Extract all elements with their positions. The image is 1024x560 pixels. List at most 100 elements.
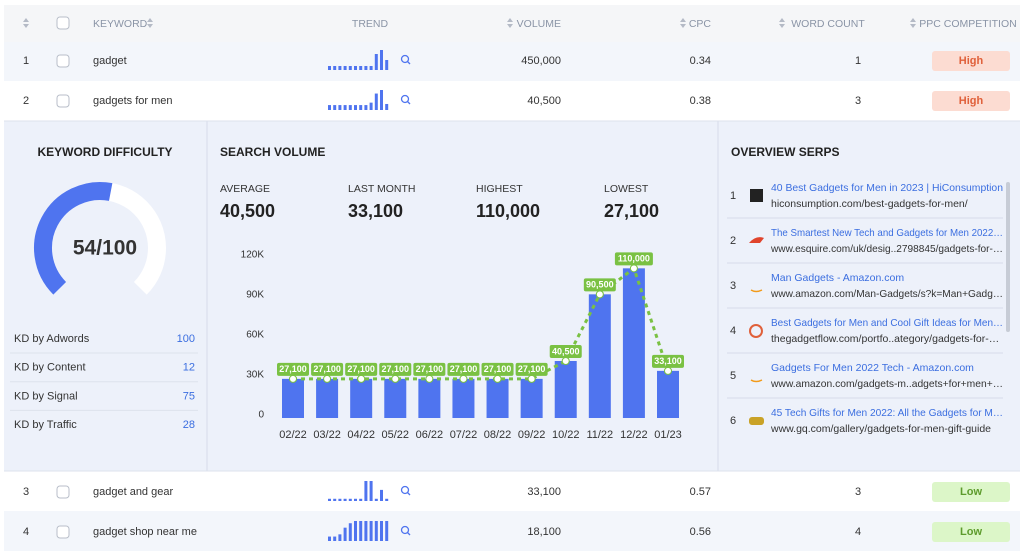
point — [664, 366, 672, 375]
trend-bar — [348, 498, 352, 501]
row-checkbox[interactable] — [56, 485, 70, 499]
site-icon — [749, 417, 764, 425]
x-tick-label: 07/22 — [450, 429, 478, 441]
serp-title[interactable]: 40 Best Gadgets for Men in 2023 | HiCons… — [771, 182, 1003, 194]
stat-value: 40,500 — [220, 201, 275, 221]
row-checkbox[interactable] — [56, 94, 70, 108]
trend-bar — [354, 105, 357, 110]
sort-icon[interactable] — [680, 18, 686, 28]
panel-title: SEARCH VOLUME — [220, 145, 325, 159]
serp-title[interactable]: The Smartest New Tech and Gadgets for Me… — [771, 227, 1003, 239]
trend-bar — [338, 498, 342, 501]
sort-icon[interactable] — [23, 18, 29, 28]
word-count: 3 — [855, 95, 861, 107]
search-icon[interactable] — [407, 532, 411, 536]
bar — [384, 378, 407, 418]
x-tick-label: 05/22 — [382, 429, 410, 441]
bar — [486, 378, 509, 418]
keyword: gadget shop near me — [93, 526, 197, 538]
row-checkbox[interactable] — [56, 525, 70, 539]
trend-bar — [374, 93, 378, 110]
kd-value: 100 — [177, 333, 195, 345]
serp-rank: 2 — [730, 235, 736, 247]
trend-bar — [328, 536, 331, 541]
trend-bar — [354, 498, 357, 501]
column-header[interactable]: VOLUME — [517, 18, 561, 30]
serp-title[interactable]: Gadgets For Men 2022 Tech - Amazon.com — [771, 362, 974, 374]
serp-rank: 4 — [730, 325, 736, 337]
search-icon[interactable] — [400, 525, 410, 535]
column-header[interactable]: KEYWORD — [93, 18, 148, 30]
sort-icon[interactable] — [910, 18, 916, 28]
value-label: 40,500 — [552, 346, 580, 356]
kd-value: 28 — [183, 419, 195, 431]
value-label: 27,100 — [416, 364, 444, 374]
point — [595, 290, 604, 299]
search-icon[interactable] — [407, 101, 411, 105]
volume: 18,100 — [527, 526, 561, 538]
x-tick-label: 06/22 — [416, 429, 444, 441]
sort-icon[interactable] — [147, 18, 153, 28]
select-all-checkbox[interactable] — [56, 16, 70, 30]
value-label: 27,100 — [518, 364, 546, 374]
stat-value: 33,100 — [348, 201, 403, 221]
value-label-bg — [515, 362, 548, 376]
trend-bar — [380, 90, 383, 110]
trend-bar — [374, 521, 378, 541]
trend-bar — [333, 66, 337, 70]
trend-bar — [364, 105, 368, 110]
column-header[interactable]: PPC COMPETITION — [919, 18, 1016, 30]
site-icon — [750, 289, 763, 293]
value-label-bg — [277, 362, 309, 376]
competition-badge — [932, 482, 1010, 502]
trend-bar — [338, 66, 342, 70]
trend-bar — [354, 521, 357, 541]
value-label-bg — [652, 354, 684, 368]
competition-badge — [932, 522, 1010, 542]
point — [289, 374, 297, 383]
trend-bar — [359, 66, 363, 70]
kd-value: 75 — [183, 390, 195, 402]
value-label: 27,100 — [484, 364, 512, 374]
search-icon[interactable] — [400, 485, 410, 495]
trend-bar — [343, 105, 347, 110]
trend-bar — [359, 105, 363, 110]
stat-value: 110,000 — [476, 201, 540, 221]
header-bg — [4, 5, 1020, 42]
serp-title[interactable]: 45 Tech Gifts for Men 2022: All the Gadg… — [771, 407, 1003, 419]
serp-rank: 5 — [730, 370, 736, 382]
sort-icon[interactable] — [507, 18, 513, 28]
trend-bar — [338, 534, 342, 541]
trend-bar — [380, 521, 383, 541]
trend-bar — [364, 481, 368, 501]
trend-bar — [338, 105, 342, 110]
keyword: gadgets for men — [93, 95, 173, 107]
search-icon[interactable] — [400, 94, 410, 104]
row-checkbox[interactable] — [56, 54, 70, 68]
kd-value: 12 — [183, 362, 195, 374]
search-icon[interactable] — [407, 492, 411, 496]
site-icon — [749, 237, 764, 243]
x-tick-label: 08/22 — [484, 429, 512, 441]
search-icon[interactable] — [400, 54, 410, 64]
sort-icon[interactable] — [779, 18, 785, 28]
bar — [418, 378, 441, 418]
search-icon[interactable] — [407, 61, 411, 65]
serp-title[interactable]: Best Gadgets for Men and Cool Gift Ideas… — [771, 317, 1003, 329]
serp-url: hiconsumption.com/best-gadgets-for-men/ — [771, 198, 968, 210]
stat-label: HIGHEST — [476, 183, 523, 195]
column-header[interactable]: CPC — [689, 18, 712, 30]
trend-bar — [354, 66, 357, 70]
column-header[interactable]: WORD COUNT — [791, 18, 865, 30]
kd-label: KD by Signal — [14, 390, 78, 402]
serp-rank: 6 — [730, 415, 736, 427]
site-icon — [750, 189, 763, 202]
serp-title[interactable]: Man Gadgets - Amazon.com — [771, 272, 904, 284]
y-tick-label: 60K — [246, 330, 264, 341]
keyword: gadget and gear — [93, 486, 173, 498]
value-label: 27,100 — [313, 364, 341, 374]
serp-url: www.gq.com/gallery/gadgets-for-men-gift-… — [770, 423, 991, 435]
word-count: 3 — [855, 486, 861, 498]
value-label: 33,100 — [654, 356, 682, 366]
